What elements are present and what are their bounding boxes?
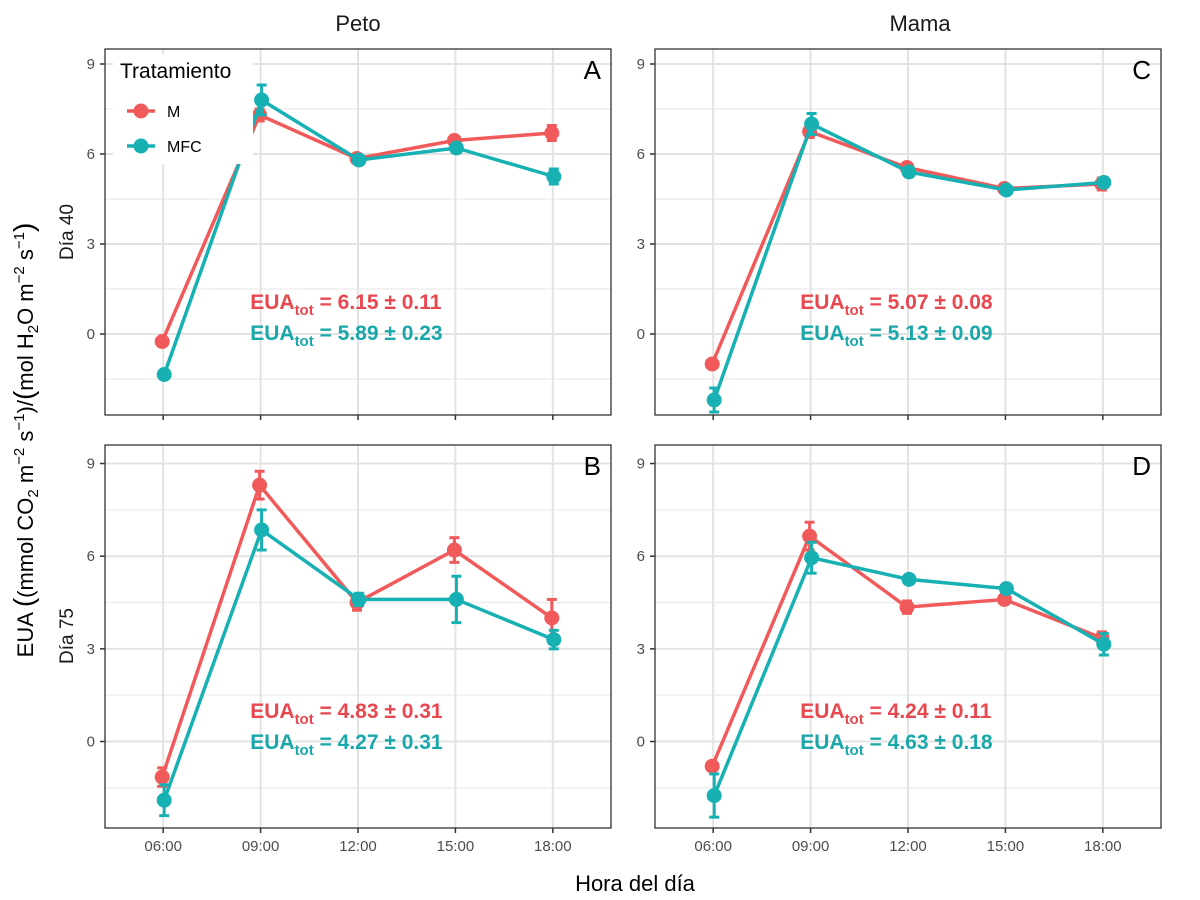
column-label-mama: Mama [889,11,951,36]
y-tick-label: 0 [87,326,95,343]
series-mfc [706,112,1112,414]
data-point [901,164,917,180]
eua-tot-annotation-m: EUAtot = 5.07 ± 0.08 [800,291,993,319]
data-point [998,581,1014,597]
data-point [156,367,172,382]
legend-item-mfc[interactable]: MFC [127,138,202,157]
data-point [804,116,820,132]
x-tick-label: 12:00 [339,838,377,855]
data-point [706,788,722,804]
data-point [448,140,464,156]
eua-tot-annotation-mfc: EUAtot = 5.13 ± 0.09 [800,322,992,350]
legend-item-m[interactable]: M [127,103,180,122]
x-tick-label: 12:00 [889,838,927,855]
eua-tot-annotation-mfc: EUAtot = 4.27 ± 0.31 [250,731,443,759]
legend-point-swatch [133,138,149,154]
x-tick-label: 09:00 [792,838,830,855]
panel-tag-A: A [584,55,602,85]
y-tick-label: 3 [87,236,95,253]
data-point [544,125,560,141]
y-tick-label: 0 [87,734,95,751]
panel-border [104,444,612,829]
data-point [446,542,462,558]
data-point [156,792,172,808]
data-point [154,334,170,349]
data-point [252,477,268,493]
x-tick-label: 15:00 [987,838,1025,855]
panel-border [654,48,1162,416]
data-point [546,169,562,184]
y-tick-label: 9 [637,56,645,73]
eua-tot-annotation-m: EUAtot = 6.15 ± 0.11 [250,291,442,319]
panel-B: 0 3 6 9 06:00 09:00 12:00 15:00 18:00 EUAtot = 4.… [87,444,612,855]
legend-title: Tratamiento [120,60,231,83]
data-point [802,528,818,544]
y-tick-label: 3 [637,236,645,253]
x-tick-label: 18:00 [1084,838,1122,855]
data-point [1096,175,1112,190]
eua-tot-annotation-m: EUAtot = 4.24 ± 0.11 [800,700,992,728]
panel-tag-C: C [1132,55,1151,85]
data-point [351,591,367,607]
legend-point-swatch [133,103,149,119]
series-mfc [706,540,1112,819]
y-tick-label: 0 [637,326,645,343]
column-label-peto: Peto [335,11,380,36]
row-label-dia-40: Día 40 [57,204,78,260]
x-tick-label: 15:00 [437,838,475,855]
y-tick-label: 6 [637,548,645,565]
panel-tag-D: D [1132,451,1151,481]
y-tick-label: 3 [637,641,645,658]
data-point [704,356,720,372]
panel-border [654,444,1162,829]
y-tick-label: 6 [637,146,645,163]
data-point [704,758,720,774]
x-tick-label: 06:00 [694,838,732,855]
x-axis-title: Hora del día [575,871,696,896]
row-label-dia-75: Día 75 [57,608,78,664]
y-axis-title: EUA ((mmol CO2 m−2 s−1)/(mol H2O m−2 s−1… [8,223,42,658]
data-point [706,392,722,408]
y-tick-label: 9 [87,456,95,473]
y-tick-label: 0 [637,734,645,751]
eua-tot-annotation-mfc: EUAtot = 4.63 ± 0.18 [800,731,993,759]
series-mfc [156,508,562,818]
y-tick-label: 9 [637,456,645,473]
y-tick-label: 3 [87,641,95,658]
legend: Tratamiento M MFC [113,54,253,164]
y-tick-label: 9 [87,56,95,73]
panel-tag-B: B [584,451,601,481]
data-point [254,522,270,538]
data-point [544,610,560,626]
legend-label: M [167,104,180,121]
series-mfc [156,83,562,382]
data-point [254,92,270,108]
data-point [351,152,367,168]
data-point [448,591,464,607]
x-tick-label: 06:00 [144,838,182,855]
y-tick-label: 6 [87,146,95,163]
data-point [154,769,170,785]
data-point [804,550,820,566]
y-tick-label: 6 [87,548,95,565]
data-point [998,182,1014,198]
data-point [899,599,915,615]
panel-border [104,48,612,416]
panel-D: 0 3 6 9 06:00 09:00 12:00 15:00 18:00 EUAtot = 4.… [637,444,1162,855]
legend-label: MFC [167,139,202,156]
panel-C: 0 3 6 9 EUAtot = 5.07 ± 0.08 EUAtot = 5.13 ± … [637,48,1162,420]
data-point [901,571,917,587]
x-tick-label: 09:00 [242,838,280,855]
eua-tot-annotation-m: EUAtot = 4.83 ± 0.31 [250,700,443,728]
panel-A: 0 3 6 9 EUAtot = 6.15 ± 0.11 EUAtot = 5.89 ± … [87,48,612,420]
x-tick-label: 18:00 [534,838,572,855]
data-point [1096,636,1112,652]
data-point [546,632,562,648]
eua-tot-annotation-mfc: EUAtot = 5.89 ± 0.23 [250,322,442,350]
